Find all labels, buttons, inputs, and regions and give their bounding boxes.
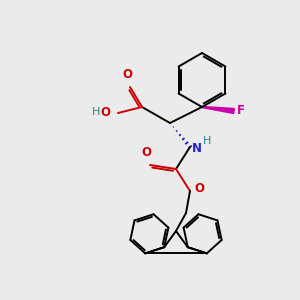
Text: H: H [92,107,100,117]
Polygon shape [202,106,234,113]
Text: H: H [203,136,212,146]
Text: O: O [194,182,204,194]
Text: O: O [100,106,110,118]
Text: O: O [122,68,132,81]
Text: F: F [237,104,245,118]
Text: O: O [141,146,151,159]
Text: N: N [192,142,202,154]
